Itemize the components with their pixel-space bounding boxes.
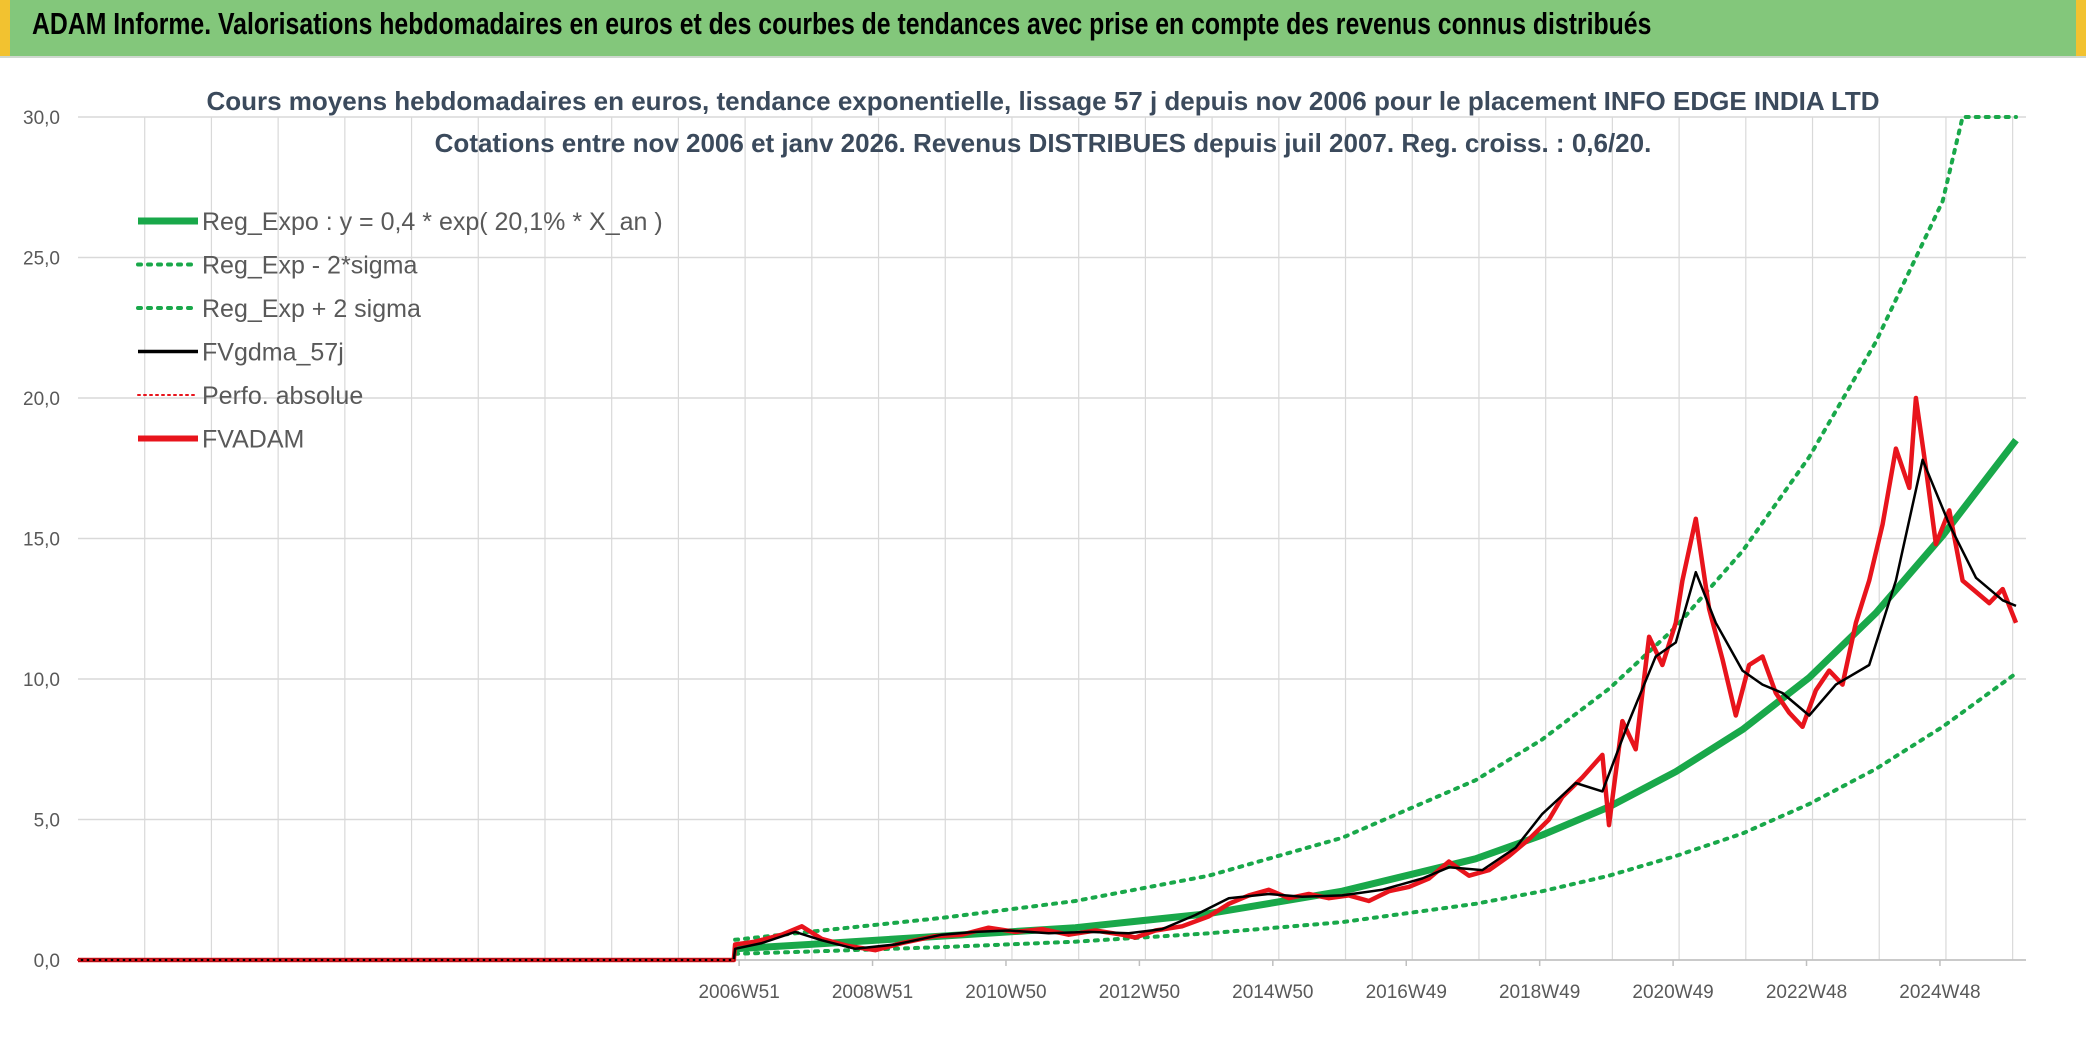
- x-tick-label: 2018W49: [1499, 982, 1580, 1003]
- x-tick-label: 2024W48: [1899, 982, 1980, 1003]
- chart-area: [0, 56, 2086, 1038]
- axis-layer: 0,0 5,0 10,0 15,0 20,0 25,0 30,0 2006W51 2008W51…: [23, 108, 2026, 1003]
- y-tick-label: 25,0: [23, 249, 60, 270]
- x-tick-label: 2020W49: [1632, 982, 1713, 1003]
- legend-label: Reg_Exp - 2*sigma: [202, 252, 417, 280]
- reg-exp-minus-2sigma-line: [733, 671, 2018, 956]
- series-layer: [77, 115, 2019, 963]
- grid-layer: [78, 116, 2026, 961]
- y-tick-label: 20,0: [23, 389, 60, 410]
- x-tick-label: 2016W49: [1366, 982, 1447, 1003]
- chart-title: Cours moyens hebdomadaires en euros, ten…: [206, 86, 1879, 116]
- reg-expo-line: [734, 437, 2019, 953]
- reg-exp-plus-2sigma-line: [733, 115, 2018, 942]
- y-tick-label: 0,0: [34, 951, 60, 972]
- chart-title-group: Cours moyens hebdomadaires en euros, ten…: [206, 86, 1879, 158]
- legend-label: Reg_Expo : y = 0,4 * exp( 20,1% * X_an ): [202, 208, 663, 236]
- fvgdma-57j-line: [78, 458, 2017, 962]
- chart-subtitle: Cotations entre nov 2006 et janv 2026. R…: [435, 128, 1652, 158]
- x-tick-label: 2008W51: [832, 982, 913, 1003]
- y-tick-label: 10,0: [23, 670, 60, 691]
- y-tick-label: 30,0: [23, 108, 60, 129]
- legend-label: Perfo. absolue: [202, 382, 363, 410]
- x-tick-label: 2006W51: [698, 982, 779, 1003]
- y-tick-label: 15,0: [23, 530, 60, 551]
- legend-label: FVADAM: [202, 426, 304, 454]
- report-title: ADAM Informe. Valorisations hebdomadaire…: [32, 6, 1652, 41]
- x-tick-label: 2010W50: [965, 982, 1046, 1003]
- legend: Reg_Expo : y = 0,4 * exp( 20,1% * X_an )…: [136, 208, 663, 454]
- y-tick-label: 5,0: [34, 811, 60, 832]
- x-tick-label: 2012W50: [1099, 982, 1180, 1003]
- x-tick-label: 2014W50: [1232, 982, 1313, 1003]
- report-banner: ADAM Informe. Valorisations hebdomadaire…: [0, 0, 2086, 56]
- x-tick-label: 2022W48: [1766, 982, 1847, 1003]
- legend-label: Reg_Exp + 2 sigma: [202, 295, 421, 323]
- legend-label: FVgdma_57j: [202, 339, 344, 367]
